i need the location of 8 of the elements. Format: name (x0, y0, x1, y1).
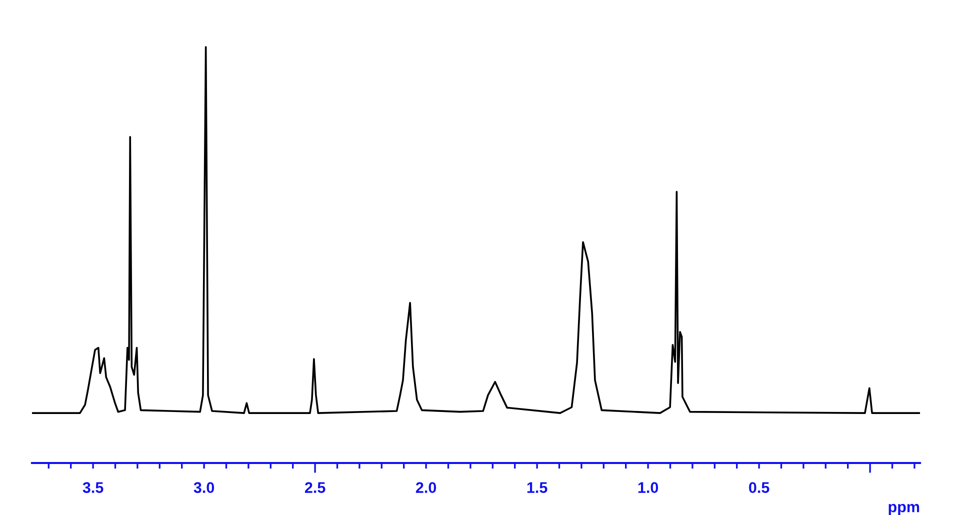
x-axis-title: ppm (888, 504, 920, 515)
x-tick-label: 1.0 (638, 482, 658, 493)
x-tick-label: 2.5 (304, 482, 326, 493)
x-tick-label: 1.5 (527, 482, 548, 493)
x-tick-label: 3.0 (194, 482, 214, 493)
x-tick-label: 2.0 (416, 482, 436, 493)
x-tick-label: 0.5 (749, 482, 770, 493)
x-tick-label: 3.5 (82, 482, 104, 493)
